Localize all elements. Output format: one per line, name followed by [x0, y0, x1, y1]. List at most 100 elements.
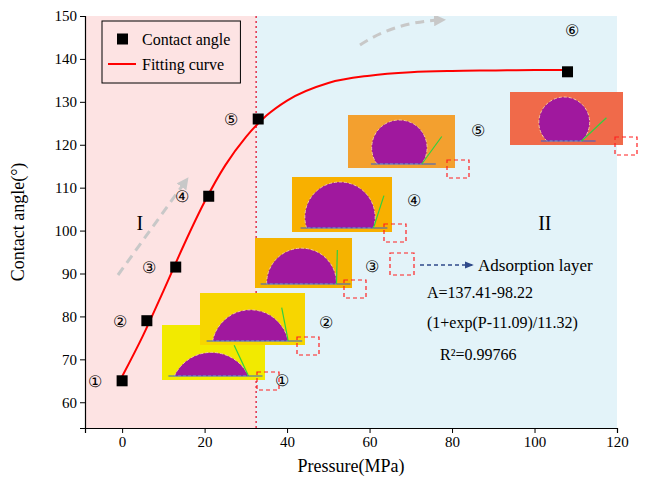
image-label: ③ [365, 258, 379, 275]
image-label: ① [275, 372, 289, 389]
tick: 0 [119, 428, 127, 450]
tick: 120 [606, 428, 629, 450]
tick: 80 [62, 309, 85, 325]
plot-area [85, 16, 617, 428]
droplet-image [292, 177, 392, 232]
tick-mark [80, 231, 85, 232]
equation: (1+exp(P-11.09)/11.32) [427, 314, 578, 332]
tick-mark [80, 102, 85, 103]
baseline [371, 163, 436, 164]
image-background [348, 115, 455, 168]
image-background [510, 92, 623, 145]
droplet [267, 248, 337, 284]
tick-label: 120 [606, 434, 629, 450]
highlight-box [615, 137, 637, 155]
tick: 110 [55, 180, 85, 196]
image-label: ④ [407, 192, 421, 209]
tick: 120 [55, 137, 86, 153]
tick-label: 20 [198, 434, 213, 450]
x-axis-title: Pressure(MPa) [298, 456, 405, 477]
data-point [253, 114, 264, 125]
data-point [141, 315, 152, 326]
point-label: ② [113, 313, 127, 330]
tick-label: 80 [445, 434, 460, 450]
highlight-box [384, 224, 406, 242]
tick-label: 150 [55, 8, 78, 24]
region-label: I [136, 212, 143, 234]
tick-mark [205, 428, 206, 433]
tick-mark [80, 188, 85, 189]
tick-label: 60 [62, 395, 77, 411]
tick-label: 80 [62, 309, 77, 325]
tick: 60 [363, 428, 378, 450]
tick-label: 90 [62, 266, 77, 282]
point-label: ④ [175, 188, 189, 205]
highlight-box [390, 253, 414, 275]
tick-mark [80, 274, 85, 275]
annotation-arrow [420, 264, 472, 265]
region [256, 16, 617, 428]
legend-label: Fitting curve [142, 56, 224, 74]
annotation: Adsorption layer [478, 256, 593, 275]
tick-label: 140 [55, 51, 78, 67]
chart: 0 20 40 60 80 100 120 60 70 80 90 100 110 120 130 140 15… [0, 0, 651, 484]
droplet [213, 310, 289, 341]
baseline [301, 227, 388, 228]
data-point [170, 262, 181, 273]
highlight-box [344, 280, 366, 298]
y-axis-title: Contact angle(°) [8, 163, 29, 282]
tick-label: 130 [55, 94, 78, 110]
tangent-line [336, 250, 338, 284]
tangent-line [373, 196, 384, 228]
droplet-image [255, 238, 352, 288]
droplet [305, 182, 375, 228]
data-point [562, 66, 573, 77]
tick-label: 100 [524, 434, 547, 450]
tick-label: 60 [363, 434, 378, 450]
y-axis: 60 70 80 90 100 110 120 130 140 150 [55, 8, 86, 428]
droplet [174, 352, 248, 376]
tick: 130 [55, 94, 86, 110]
image-label: ⑤ [471, 122, 485, 139]
tick: 90 [62, 266, 85, 282]
tick: 100 [55, 223, 86, 239]
droplet-image [200, 293, 305, 345]
axis-line [86, 429, 618, 434]
data-point [203, 191, 214, 202]
tick: 70 [62, 352, 85, 368]
tangent-line [282, 308, 288, 341]
tick-label: 0 [119, 434, 127, 450]
image-background [292, 177, 392, 232]
highlight-box [297, 337, 319, 355]
legend: Contact angle Fitting curve [102, 21, 240, 83]
point-label: ① [88, 373, 102, 390]
droplet [372, 120, 427, 164]
droplet-image [510, 92, 623, 145]
legend-marker [117, 34, 128, 45]
tangent-line [234, 345, 248, 376]
tick-mark [80, 145, 85, 146]
tick-mark [80, 402, 85, 403]
x-axis: 0 20 40 60 80 100 120 [86, 428, 629, 450]
droplet [539, 97, 590, 141]
point-label: ③ [142, 259, 156, 276]
tick-mark [617, 428, 618, 433]
tangent-line [422, 136, 442, 164]
data-point [117, 375, 128, 386]
legend-label: Contact angle [142, 31, 230, 49]
equation: A=137.41-98.22 [427, 284, 533, 301]
tick-mark [80, 316, 85, 317]
tick: 150 [55, 8, 86, 24]
tick: 100 [524, 428, 547, 450]
axis-line [80, 17, 86, 429]
tick: 40 [280, 428, 295, 450]
tick-mark [370, 428, 371, 433]
tick: 140 [55, 51, 86, 67]
legend-marker [108, 63, 136, 65]
region-label: II [538, 212, 551, 234]
tick-mark [122, 428, 123, 433]
tick-mark [80, 359, 85, 360]
equation: R²=0.99766 [440, 346, 517, 363]
trend-arrow [360, 20, 440, 45]
tick-mark [535, 428, 536, 433]
